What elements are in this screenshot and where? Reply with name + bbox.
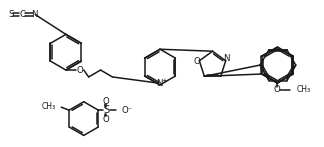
Text: S: S bbox=[8, 10, 14, 19]
Text: C: C bbox=[19, 10, 25, 19]
Text: CH₃: CH₃ bbox=[41, 102, 55, 111]
Text: O: O bbox=[273, 85, 280, 94]
Text: O: O bbox=[103, 97, 110, 106]
Text: N: N bbox=[223, 54, 229, 63]
Text: N: N bbox=[31, 10, 37, 19]
Text: +: + bbox=[161, 78, 167, 84]
Text: CH₃: CH₃ bbox=[297, 85, 311, 94]
Text: S: S bbox=[103, 105, 109, 115]
Text: O⁻: O⁻ bbox=[121, 106, 133, 115]
Text: O: O bbox=[194, 57, 201, 66]
Text: N: N bbox=[156, 79, 162, 88]
Text: O: O bbox=[76, 66, 83, 75]
Text: O: O bbox=[103, 115, 110, 124]
